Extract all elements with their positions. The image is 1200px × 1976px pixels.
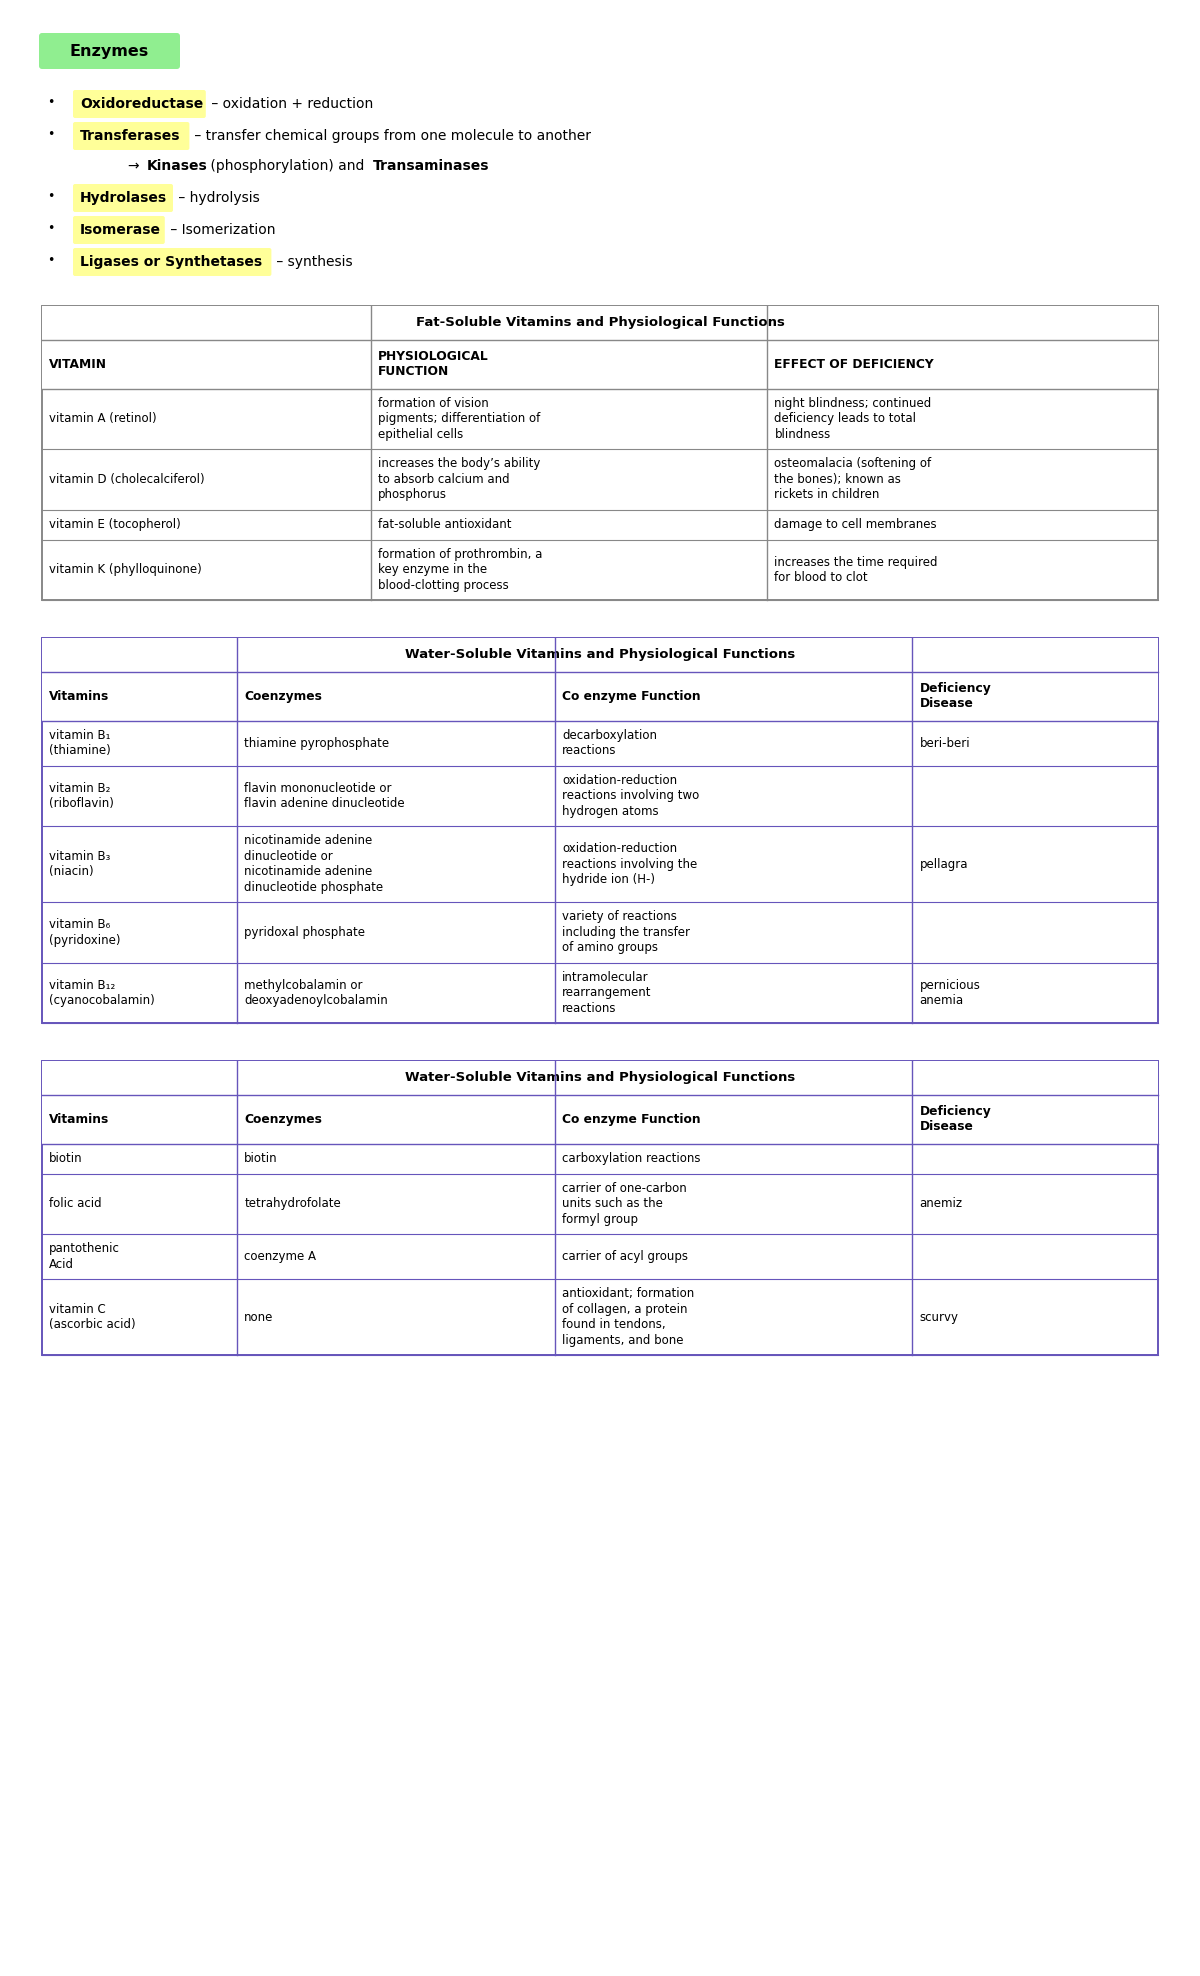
Text: vitamin B₂
(riboflavin): vitamin B₂ (riboflavin) (49, 781, 114, 810)
Text: vitamin B₁₂
(cyanocobalamin): vitamin B₁₂ (cyanocobalamin) (49, 978, 155, 1008)
Text: pyridoxal phosphate: pyridoxal phosphate (245, 925, 365, 939)
Text: Co enzyme Function: Co enzyme Function (563, 690, 701, 703)
Text: oxidation-reduction
reactions involving the
hydride ion (H-): oxidation-reduction reactions involving … (563, 842, 697, 885)
Text: vitamin B₃
(niacin): vitamin B₃ (niacin) (49, 850, 110, 877)
Text: nicotinamide adenine
dinucleotide or
nicotinamide adenine
dinucleotide phosphate: nicotinamide adenine dinucleotide or nic… (245, 834, 384, 893)
Text: beri-beri: beri-beri (919, 737, 970, 749)
Text: – transfer chemical groups from one molecule to another: – transfer chemical groups from one mole… (191, 128, 592, 142)
Text: EFFECT OF DEFICIENCY: EFFECT OF DEFICIENCY (774, 358, 934, 371)
Text: Water-Soluble Vitamins and Physiological Functions: Water-Soluble Vitamins and Physiological… (404, 1071, 796, 1085)
Text: Transferases: Transferases (80, 128, 180, 142)
Text: carrier of one-carbon
units such as the
formyl group: carrier of one-carbon units such as the … (563, 1182, 688, 1225)
Text: Kinases: Kinases (148, 158, 208, 174)
Text: flavin mononucleotide or
flavin adenine dinucleotide: flavin mononucleotide or flavin adenine … (245, 781, 404, 810)
Text: vitamin C
(ascorbic acid): vitamin C (ascorbic acid) (49, 1302, 136, 1332)
Bar (42, 306, 1158, 601)
Bar (42, 672, 1158, 721)
FancyBboxPatch shape (73, 184, 173, 211)
Text: Deficiency
Disease: Deficiency Disease (919, 1105, 991, 1134)
Text: VITAMIN: VITAMIN (49, 358, 107, 371)
Text: – synthesis: – synthesis (272, 255, 353, 269)
Text: pantothenic
Acid: pantothenic Acid (49, 1243, 120, 1271)
Text: formation of prothrombin, a
key enzyme in the
blood-clotting process: formation of prothrombin, a key enzyme i… (378, 547, 542, 591)
Text: vitamin D (cholecalciferol): vitamin D (cholecalciferol) (49, 472, 205, 486)
Text: – oxidation + reduction: – oxidation + reduction (206, 97, 373, 111)
Text: none: none (245, 1310, 274, 1324)
Text: formation of vision
pigments; differentiation of
epithelial cells: formation of vision pigments; differenti… (378, 397, 540, 441)
Text: Co enzyme Function: Co enzyme Function (563, 1112, 701, 1126)
Text: Deficiency
Disease: Deficiency Disease (919, 682, 991, 709)
Text: Enzymes: Enzymes (70, 43, 149, 59)
Text: Fat-Soluble Vitamins and Physiological Functions: Fat-Soluble Vitamins and Physiological F… (415, 316, 785, 330)
Text: vitamin B₁
(thiamine): vitamin B₁ (thiamine) (49, 729, 110, 757)
Text: carrier of acyl groups: carrier of acyl groups (563, 1251, 689, 1263)
Text: Ligases or Synthetases: Ligases or Synthetases (80, 255, 262, 269)
Text: night blindness; continued
deficiency leads to total
blindness: night blindness; continued deficiency le… (774, 397, 931, 441)
FancyBboxPatch shape (73, 215, 164, 243)
Text: antioxidant; formation
of collagen, a protein
found in tendons,
ligaments, and b: antioxidant; formation of collagen, a pr… (563, 1286, 695, 1348)
Text: vitamin B₆
(pyridoxine): vitamin B₆ (pyridoxine) (49, 919, 120, 947)
Text: carboxylation reactions: carboxylation reactions (563, 1152, 701, 1166)
Text: •: • (47, 255, 54, 267)
Text: scurvy: scurvy (919, 1310, 959, 1324)
Text: folic acid: folic acid (49, 1197, 102, 1209)
Text: fat-soluble antioxidant: fat-soluble antioxidant (378, 518, 511, 532)
Text: biotin: biotin (49, 1152, 83, 1166)
Text: vitamin A (retinol): vitamin A (retinol) (49, 413, 157, 425)
FancyBboxPatch shape (73, 91, 206, 119)
Text: increases the time required
for blood to clot: increases the time required for blood to… (774, 555, 938, 585)
Text: Coenzymes: Coenzymes (245, 1112, 322, 1126)
Text: •: • (47, 97, 54, 109)
Text: Coenzymes: Coenzymes (245, 690, 322, 703)
Text: increases the body’s ability
to absorb calcium and
phosphorus: increases the body’s ability to absorb c… (378, 456, 540, 502)
Text: biotin: biotin (245, 1152, 278, 1166)
Text: PHYSIOLOGICAL
FUNCTION: PHYSIOLOGICAL FUNCTION (378, 350, 488, 377)
Text: coenzyme A: coenzyme A (245, 1251, 317, 1263)
Bar (42, 638, 1158, 1024)
Text: decarboxylation
reactions: decarboxylation reactions (563, 729, 658, 757)
Text: Vitamins: Vitamins (49, 1112, 109, 1126)
Text: Water-Soluble Vitamins and Physiological Functions: Water-Soluble Vitamins and Physiological… (404, 648, 796, 662)
Text: – hydrolysis: – hydrolysis (174, 192, 259, 206)
Text: damage to cell membranes: damage to cell membranes (774, 518, 937, 532)
Text: anemiz: anemiz (919, 1197, 962, 1209)
Text: pernicious
anemia: pernicious anemia (919, 978, 980, 1008)
Text: methylcobalamin or
deoxyadenoylcobalamin: methylcobalamin or deoxyadenoylcobalamin (245, 978, 388, 1008)
Bar (42, 1061, 1158, 1095)
Text: •: • (47, 190, 54, 204)
Bar (42, 1061, 1158, 1356)
Text: •: • (47, 128, 54, 140)
Text: – Isomerization: – Isomerization (166, 223, 275, 237)
Bar (42, 340, 1158, 389)
Text: intramolecular
rearrangement
reactions: intramolecular rearrangement reactions (563, 970, 652, 1016)
Text: Hydrolases: Hydrolases (80, 192, 167, 206)
Text: vitamin E (tocopherol): vitamin E (tocopherol) (49, 518, 181, 532)
Text: Oxidoreductase: Oxidoreductase (80, 97, 203, 111)
Text: pellagra: pellagra (919, 858, 968, 871)
Text: vitamin K (phylloquinone): vitamin K (phylloquinone) (49, 563, 202, 577)
Text: thiamine pyrophosphate: thiamine pyrophosphate (245, 737, 390, 749)
Text: osteomalacia (softening of
the bones); known as
rickets in children: osteomalacia (softening of the bones); k… (774, 456, 931, 502)
Text: •: • (47, 221, 54, 235)
Bar (42, 306, 1158, 340)
Text: (phosphorylation) and: (phosphorylation) and (206, 158, 370, 174)
Bar (42, 638, 1158, 672)
Text: Isomerase: Isomerase (80, 223, 161, 237)
FancyBboxPatch shape (73, 249, 271, 277)
Bar (42, 1095, 1158, 1144)
Text: oxidation-reduction
reactions involving two
hydrogen atoms: oxidation-reduction reactions involving … (563, 775, 700, 818)
FancyBboxPatch shape (73, 123, 190, 150)
Text: →: → (127, 158, 139, 174)
Text: tetrahydrofolate: tetrahydrofolate (245, 1197, 341, 1209)
Text: Transaminases: Transaminases (373, 158, 490, 174)
FancyBboxPatch shape (38, 34, 180, 69)
Text: Vitamins: Vitamins (49, 690, 109, 703)
Text: variety of reactions
including the transfer
of amino groups: variety of reactions including the trans… (563, 911, 690, 954)
